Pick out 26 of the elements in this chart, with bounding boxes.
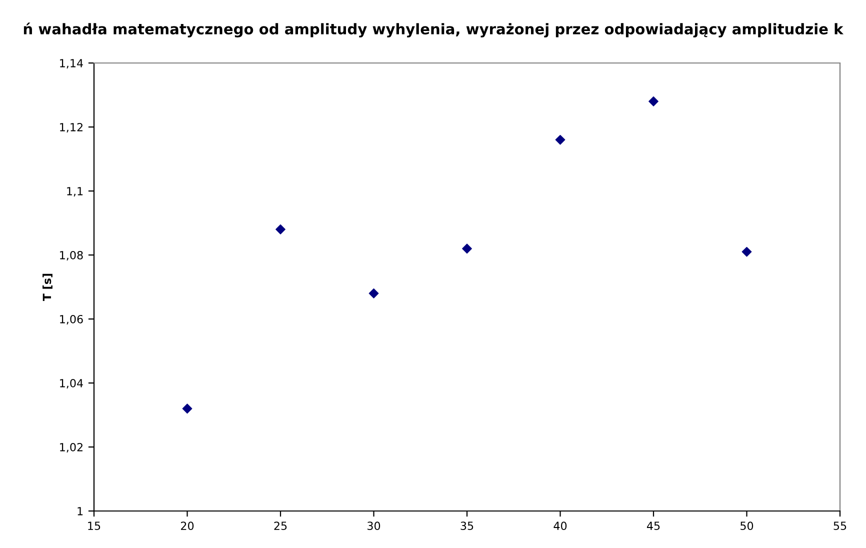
x-tick-label: 45: [646, 522, 660, 530]
x-tick-label: 55: [834, 522, 846, 530]
y-tick-label: 1,1: [67, 187, 83, 197]
point: [555, 134, 566, 145]
point: [742, 246, 752, 257]
y-axis-title: T [s]: [42, 274, 52, 302]
point: [182, 404, 192, 414]
x-tick-label: 40: [554, 522, 567, 530]
point: [462, 244, 472, 254]
y-tick-label: 1,08: [60, 250, 83, 261]
y-tick-label: 1: [78, 507, 83, 516]
y-tick-label: 1,06: [60, 314, 83, 325]
x-tick-label: 30: [368, 522, 380, 530]
y-tick-label: 1,12: [60, 122, 82, 133]
chart-title: ń wahadła matematycznego od amplitudy wyhylenia, wyrażonej przez odpowiadający amplitudzie k: [24, 22, 844, 38]
x-tick-label: 25: [274, 522, 287, 530]
y-tick-label: 1,04: [60, 378, 83, 389]
x-tick-label: 35: [460, 522, 474, 530]
point: [368, 288, 379, 298]
y-tick-label: 1,14: [60, 59, 83, 69]
point: [648, 96, 658, 106]
x-tick-label: 20: [180, 522, 194, 530]
y-tick-label: 1,02: [60, 442, 82, 453]
point: [276, 224, 286, 234]
x-tick-label: 50: [740, 522, 754, 530]
x-tick-label: 15: [88, 522, 100, 530]
